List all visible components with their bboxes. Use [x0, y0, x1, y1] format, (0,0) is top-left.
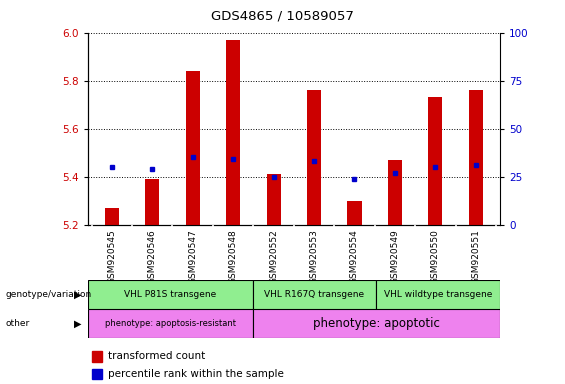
Text: GSM920554: GSM920554 [350, 229, 359, 284]
Text: ▶: ▶ [75, 318, 82, 329]
Text: phenotype: apoptotic: phenotype: apoptotic [313, 317, 440, 330]
Bar [92, 351, 102, 362]
Text: GSM920546: GSM920546 [148, 229, 157, 284]
Text: GDS4865 / 10589057: GDS4865 / 10589057 [211, 10, 354, 23]
Bar [92, 369, 102, 379]
Bar [105, 208, 119, 225]
Bar [428, 98, 442, 225]
Bar [88, 280, 253, 309]
Bar [347, 201, 362, 225]
Text: phenotype: apoptosis-resistant: phenotype: apoptosis-resistant [105, 319, 236, 328]
Text: GSM920545: GSM920545 [107, 229, 116, 284]
Text: GSM920553: GSM920553 [310, 229, 319, 284]
Text: VHL P81S transgene: VHL P81S transgene [124, 290, 216, 299]
Bar [388, 160, 402, 225]
Text: other: other [6, 319, 30, 328]
Bar [253, 309, 500, 338]
Bar [376, 280, 500, 309]
Bar [145, 179, 159, 225]
Bar [469, 90, 483, 225]
Bar [253, 280, 376, 309]
Text: percentile rank within the sample: percentile rank within the sample [108, 369, 284, 379]
Text: VHL R167Q transgene: VHL R167Q transgene [264, 290, 364, 299]
Text: GSM920548: GSM920548 [229, 229, 238, 284]
Bar [307, 90, 321, 225]
Text: transformed count: transformed count [108, 351, 206, 361]
Bar [186, 71, 200, 225]
Text: GSM920547: GSM920547 [188, 229, 197, 284]
Bar [88, 309, 253, 338]
Text: GSM920550: GSM920550 [431, 229, 440, 284]
Text: ▶: ▶ [75, 290, 82, 300]
Text: GSM920552: GSM920552 [269, 229, 278, 284]
Text: VHL wildtype transgene: VHL wildtype transgene [384, 290, 492, 299]
Text: genotype/variation: genotype/variation [6, 290, 92, 299]
Bar [226, 40, 240, 225]
Text: GSM920551: GSM920551 [471, 229, 480, 284]
Text: GSM920549: GSM920549 [390, 229, 399, 284]
Bar [267, 174, 281, 225]
